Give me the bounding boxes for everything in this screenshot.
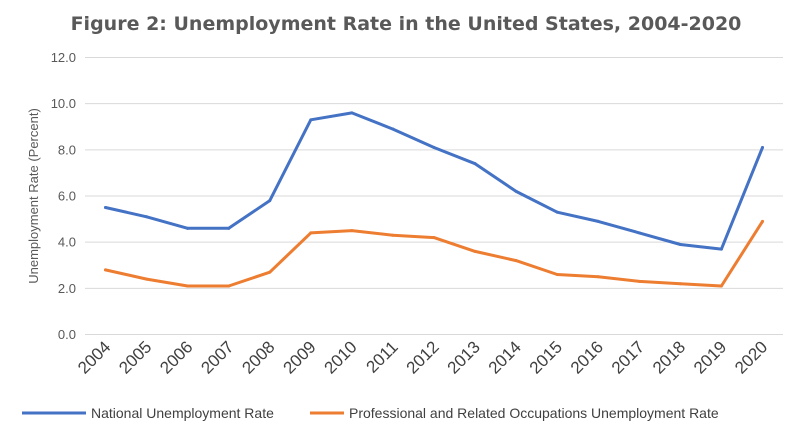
data-point [555, 210, 559, 214]
x-tick-label: 2014 [485, 337, 525, 377]
x-tick-label: 2013 [444, 337, 484, 377]
series-line-0 [104, 111, 764, 251]
x-tick-label: 2020 [731, 337, 771, 377]
x-tick-label: 2011 [362, 337, 401, 376]
data-point [350, 111, 354, 115]
data-point [309, 118, 313, 122]
data-point [473, 162, 477, 166]
y-tick-label: 4.0 [58, 235, 76, 250]
x-tick-label: 2015 [526, 337, 566, 377]
data-point [760, 219, 764, 223]
x-tick-label: 2005 [115, 337, 155, 377]
legend-label-national: National Unemployment Rate [91, 405, 274, 421]
series-lines [104, 111, 764, 288]
data-point [227, 284, 231, 288]
data-point [186, 226, 190, 230]
x-tick-label: 2017 [608, 337, 648, 377]
legend: National Unemployment Rate Professional … [22, 405, 719, 421]
gridlines [85, 57, 783, 335]
y-tick-label: 6.0 [58, 189, 76, 204]
data-point [514, 259, 518, 263]
data-point [514, 189, 518, 193]
data-point [432, 236, 436, 240]
y-tick-label: 12.0 [51, 50, 76, 65]
data-point [391, 233, 395, 237]
x-tick-label: 2019 [690, 337, 730, 377]
data-point [555, 272, 559, 276]
data-point [760, 146, 764, 150]
x-tick-label: 2007 [197, 337, 237, 377]
x-axis-ticks: 2004 2005 2006 2007 2008 2009 2010 2011 2012 2013… [74, 337, 771, 377]
data-point [145, 215, 149, 219]
chart-title: Figure 2: Unemployment Rate in the Unite… [71, 13, 742, 35]
y-tick-label: 8.0 [58, 142, 76, 157]
x-tick-label: 2018 [649, 337, 689, 377]
data-point [678, 242, 682, 246]
x-tick-label: 2009 [279, 337, 319, 377]
y-tick-label: 2.0 [58, 281, 76, 296]
y-axis-ticks: 0.0 2.0 4.0 6.0 8.0 10.0 12.0 [51, 50, 76, 342]
data-point [432, 146, 436, 150]
y-tick-label: 10.0 [51, 96, 76, 111]
data-point [678, 282, 682, 286]
data-point [350, 229, 354, 233]
y-axis-label: Unemployment Rate (Percent) [26, 108, 41, 284]
data-point [637, 279, 641, 283]
data-point [637, 231, 641, 235]
x-tick-label: 2010 [321, 337, 361, 377]
data-point [596, 219, 600, 223]
data-point [268, 270, 272, 274]
data-point [186, 284, 190, 288]
y-tick-label: 0.0 [58, 327, 76, 342]
data-point [473, 249, 477, 253]
data-point [268, 199, 272, 203]
data-point [596, 275, 600, 279]
data-point [719, 284, 723, 288]
legend-label-professional: Professional and Related Occupations Une… [349, 405, 719, 421]
series-line-1 [104, 219, 764, 288]
data-point [104, 206, 108, 210]
data-point [719, 247, 723, 251]
x-tick-label: 2006 [156, 337, 196, 377]
x-tick-label: 2008 [238, 337, 278, 377]
data-point [391, 127, 395, 131]
x-tick-label: 2004 [74, 337, 114, 377]
data-point [227, 226, 231, 230]
x-tick-label: 2012 [403, 337, 443, 377]
data-point [145, 277, 149, 281]
data-point [309, 231, 313, 235]
x-tick-label: 2016 [567, 337, 607, 377]
data-point [104, 268, 108, 272]
